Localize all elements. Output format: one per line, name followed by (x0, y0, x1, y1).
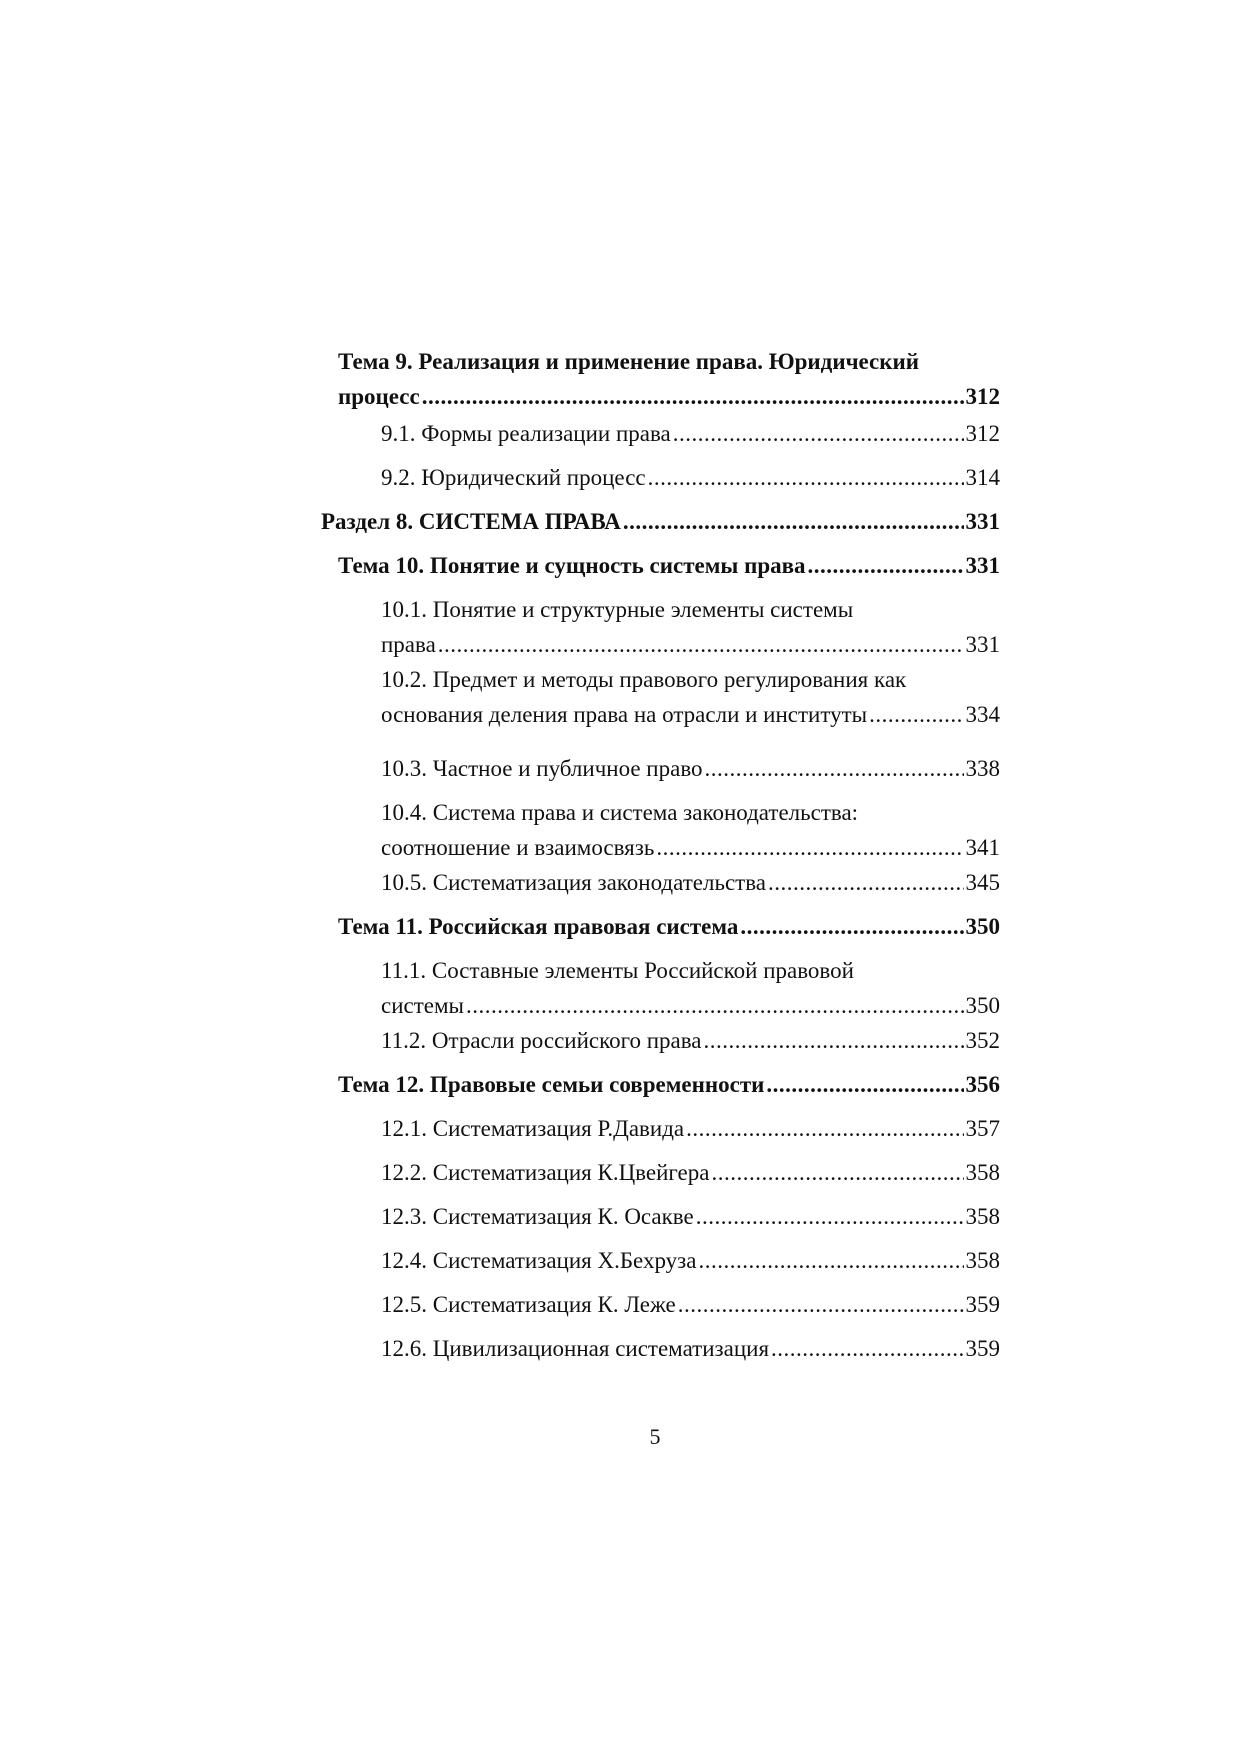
toc-entry[interactable]: 11.2. Отрасли российского права 352 (381, 1023, 1000, 1058)
toc-page-number: 338 (965, 756, 1001, 781)
dot-leader (438, 627, 964, 662)
toc-entry-title: 12.5. Систематизация К. Леже (381, 1292, 676, 1317)
dot-leader (422, 379, 964, 414)
toc-entry[interactable]: 12.3. Систематизация К. Осакве 358 (381, 1199, 1000, 1234)
toc-entry[interactable]: 9.1. Формы реализации права 312 (381, 416, 1000, 451)
dot-leader (705, 751, 964, 786)
toc-entry-title: 11.2. Отрасли российского права (381, 1028, 702, 1053)
dot-leader (623, 504, 964, 539)
dot-leader (678, 1287, 964, 1322)
dot-leader (466, 988, 964, 1023)
toc-entry-title: 10.5. Систематизация законодательства (381, 870, 766, 895)
toc-page-number: 357 (965, 1116, 1001, 1141)
toc-entry-title: 9.2. Юридический процесс (381, 465, 646, 490)
toc-entry[interactable]: 10.1. Понятие и структурные элементы сис… (381, 592, 1000, 662)
toc-entry[interactable]: 12.2. Систематизация К.Цвейгера 358 (381, 1155, 1000, 1190)
dot-leader (808, 548, 964, 583)
toc-entry-title: 12.6. Цивилизационная систематизация (381, 1336, 770, 1361)
toc-page-number: 312 (965, 421, 1001, 446)
toc-page-number: 352 (965, 1028, 1001, 1053)
toc-entry[interactable]: Тема 12. Правовые семьи современности 356 (338, 1067, 1000, 1102)
toc-page-number: 331 (965, 509, 1001, 534)
toc-page-number: 314 (965, 465, 1001, 490)
toc-entry-title: 12.2. Систематизация К.Цвейгера (381, 1160, 710, 1185)
toc-entry[interactable]: 12.6. Цивилизационная систематизация 359 (381, 1331, 1000, 1366)
toc-page-number: 350 (965, 993, 1001, 1018)
toc-entry-title: процесс (338, 384, 420, 409)
toc-entry[interactable]: 11.1. Составные элементы Российской прав… (381, 953, 1000, 1023)
toc-page-number: 331 (965, 632, 1001, 657)
toc-page-number: 359 (965, 1336, 1001, 1361)
toc-page-number: 334 (965, 702, 1001, 727)
toc-page-number: 350 (965, 914, 1001, 939)
dot-leader (740, 909, 963, 944)
toc-entry-title: права (381, 632, 436, 657)
dot-leader (768, 865, 964, 900)
toc-entry-title-line: 10.4. Система права и система законодате… (381, 800, 859, 825)
toc-entry[interactable]: 12.1. Систематизация Р.Давида 357 (381, 1111, 1000, 1146)
page-number: 5 (649, 1424, 661, 1449)
dot-leader (711, 1155, 963, 1190)
toc-entry-title: Тема 12. Правовые семьи современности (338, 1072, 765, 1097)
toc-entry-title: Тема 10. Понятие и сущность системы прав… (338, 553, 806, 578)
toc-entry-title-line: 10.2. Предмет и методы правового регулир… (381, 667, 907, 692)
toc-entry-title: соотношение и взаимосвязь (381, 835, 655, 860)
toc-entry[interactable]: 10.5. Систематизация законодательства 345 (381, 865, 1000, 900)
toc-page-number: 356 (965, 1072, 1001, 1097)
toc-entry-title-line: 10.1. Понятие и структурные элементы сис… (381, 597, 854, 622)
toc-entry-title: 12.1. Систематизация Р.Давида (381, 1116, 685, 1141)
toc-page-number: 331 (965, 553, 1001, 578)
toc-entry[interactable]: Тема 11. Российская правовая система 350 (338, 909, 1000, 944)
toc-entry[interactable]: 12.5. Систематизация К. Леже 359 (381, 1287, 1000, 1322)
toc-page-number: 312 (965, 384, 1001, 409)
toc-entry-title: Тема 11. Российская правовая система (338, 914, 739, 939)
toc-entry[interactable]: Раздел 8. СИСТЕМА ПРАВА 331 (321, 504, 1000, 539)
toc-entry-title: системы (381, 993, 464, 1018)
toc-entry-title: 10.3. Частное и публичное право (381, 756, 703, 781)
dot-leader (696, 1199, 964, 1234)
dot-leader (656, 830, 963, 865)
toc-page-number: 358 (965, 1248, 1001, 1273)
dot-leader (771, 1331, 963, 1366)
toc-entry-title: 12.4. Систематизация Х.Бехруза (381, 1248, 697, 1273)
toc-entry-title: 9.1. Формы реализации права (381, 421, 671, 446)
dot-leader (698, 1243, 963, 1278)
toc-entry-title: 12.3. Систематизация К. Осакве (381, 1204, 694, 1229)
toc-entry-title-line: Тема 9. Реализация и применение права. Ю… (338, 349, 919, 374)
dot-leader (648, 460, 964, 495)
dot-leader (686, 1111, 963, 1146)
toc-entry-title: основания деления права на отрасли и инс… (381, 702, 868, 727)
dot-leader (704, 1023, 964, 1058)
toc-entry-title-line: 11.1. Составные элементы Российской прав… (381, 958, 854, 983)
dot-leader (869, 697, 963, 732)
toc-entry[interactable]: 10.4. Система права и система законодате… (381, 795, 1000, 865)
dot-leader (673, 416, 964, 451)
toc-entry[interactable]: 10.2. Предмет и методы правового регулир… (381, 662, 1000, 732)
toc-page-number: 341 (965, 835, 1001, 860)
dot-leader (766, 1067, 963, 1102)
toc-page-number: 345 (965, 870, 1001, 895)
toc-entry[interactable]: 9.2. Юридический процесс 314 (381, 460, 1000, 495)
toc-page-number: 358 (965, 1160, 1001, 1185)
toc-entry[interactable]: 10.3. Частное и публичное право 338 (381, 751, 1000, 786)
toc-entry[interactable]: Тема 9. Реализация и применение права. Ю… (338, 344, 1000, 414)
toc-page-number: 358 (965, 1204, 1001, 1229)
toc-entry[interactable]: 12.4. Систематизация Х.Бехруза 358 (381, 1243, 1000, 1278)
toc-entry[interactable]: Тема 10. Понятие и сущность системы прав… (338, 548, 1000, 583)
toc-entry-title: Раздел 8. СИСТЕМА ПРАВА (321, 509, 621, 534)
toc-page-number: 359 (965, 1292, 1001, 1317)
